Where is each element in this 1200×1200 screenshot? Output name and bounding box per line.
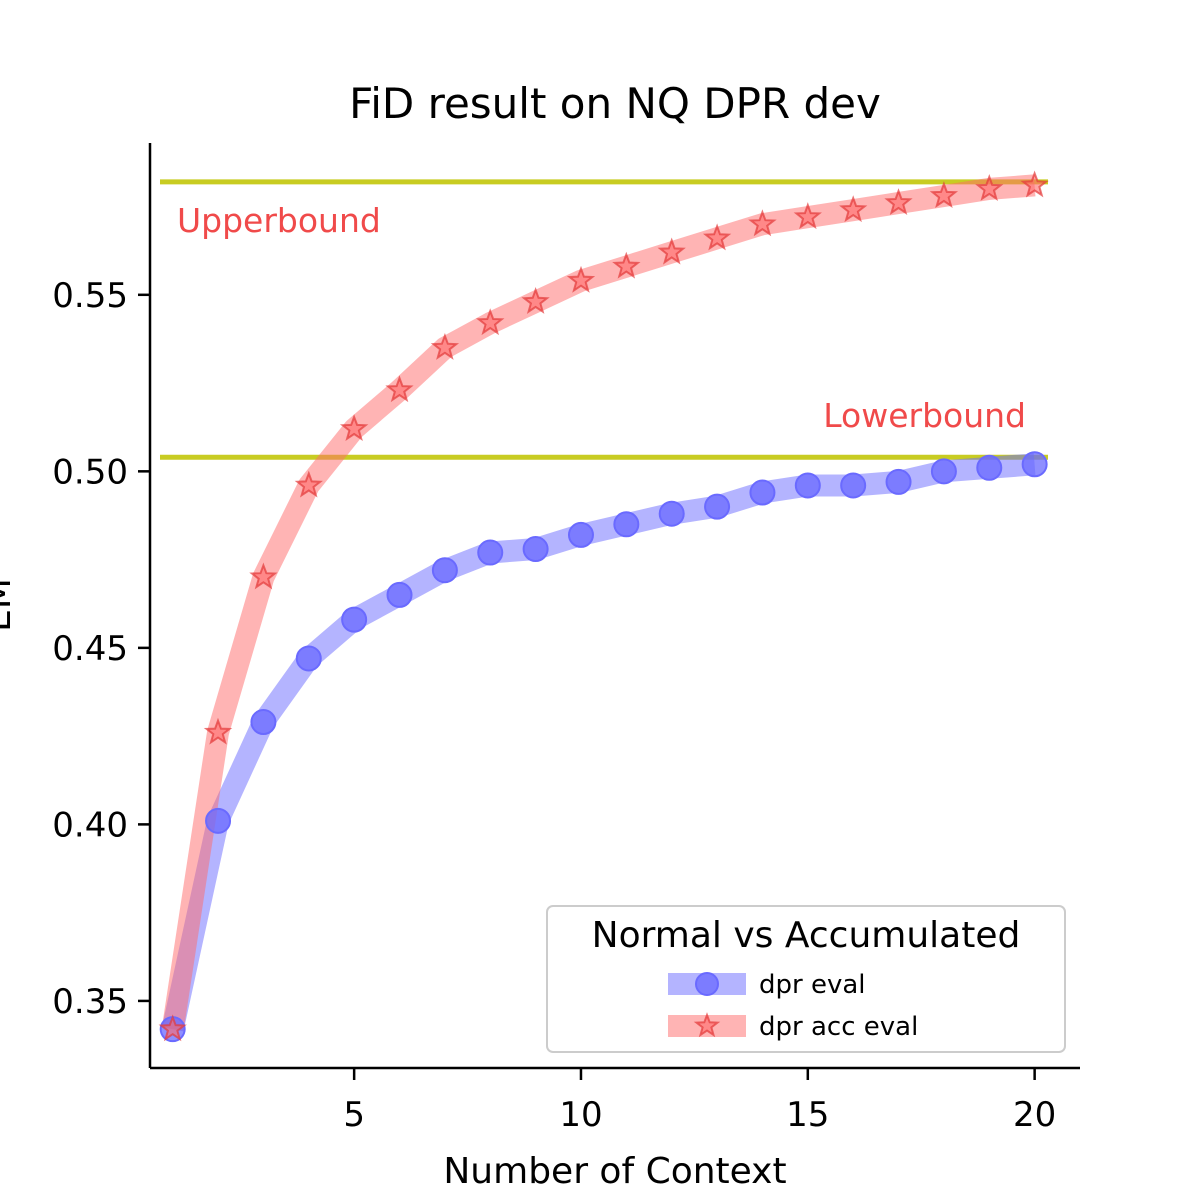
data-point xyxy=(658,500,685,527)
reference-label-upperbound: Upperbound xyxy=(177,201,381,240)
data-point xyxy=(613,511,640,538)
data-point xyxy=(203,717,233,745)
data-point xyxy=(929,181,959,209)
data-point xyxy=(477,539,504,566)
data-point xyxy=(341,606,368,633)
data-point xyxy=(1021,451,1048,478)
data-point xyxy=(339,414,369,442)
x-tick-label: 20 xyxy=(1013,1095,1056,1135)
data-point xyxy=(748,209,777,237)
data-point xyxy=(657,237,686,265)
data-point xyxy=(385,375,414,403)
data-point xyxy=(702,223,732,251)
data-point xyxy=(386,581,413,608)
data-point xyxy=(431,557,458,584)
data-point xyxy=(840,472,867,499)
data-point xyxy=(250,709,277,736)
legend-title: Normal vs Accumulated xyxy=(592,915,1021,956)
data-point xyxy=(522,536,549,563)
data-point xyxy=(521,286,550,314)
data-point xyxy=(294,470,323,498)
data-point xyxy=(884,188,913,216)
y-tick-label: 0.50 xyxy=(52,452,128,492)
legend-marker xyxy=(695,972,719,996)
data-point xyxy=(567,521,594,548)
x-axis-label: Number of Context xyxy=(443,1151,786,1192)
y-tick-label: 0.40 xyxy=(52,805,128,845)
legend-label: dpr acc eval xyxy=(759,1012,918,1042)
data-point xyxy=(430,332,460,360)
data-point xyxy=(158,1014,187,1042)
data-point xyxy=(476,308,505,336)
y-axis-label: EM xyxy=(0,578,19,632)
legend: Normal vs Accumulated dpr eval dpr acc ev… xyxy=(546,905,1066,1053)
data-point xyxy=(976,454,1003,481)
data-point xyxy=(975,174,1004,201)
data-point xyxy=(249,562,278,590)
data-point xyxy=(205,807,232,834)
data-point xyxy=(793,202,822,230)
data-point xyxy=(1020,170,1049,198)
data-point xyxy=(930,458,957,485)
legend-label: dpr eval xyxy=(759,970,866,1000)
x-tick-label: 15 xyxy=(786,1095,829,1135)
y-tick-label: 0.45 xyxy=(52,629,128,669)
y-tick-label: 0.55 xyxy=(52,276,128,316)
data-point xyxy=(839,195,868,223)
y-tick-label: 0.35 xyxy=(52,982,128,1022)
series-line-dpr-acc-eval xyxy=(161,174,1036,1031)
chart-title: FiD result on NQ DPR dev xyxy=(349,79,881,128)
data-point xyxy=(704,493,731,520)
data-point xyxy=(295,645,322,672)
data-point xyxy=(566,265,596,293)
data-point xyxy=(794,472,821,499)
x-tick-label: 5 xyxy=(343,1095,365,1135)
legend-marker xyxy=(693,1012,721,1038)
reference-label-lowerbound: Lowerbound xyxy=(823,396,1026,435)
x-tick-label: 10 xyxy=(559,1095,602,1135)
data-point xyxy=(885,468,912,495)
data-point xyxy=(749,479,776,506)
data-point xyxy=(612,251,641,279)
